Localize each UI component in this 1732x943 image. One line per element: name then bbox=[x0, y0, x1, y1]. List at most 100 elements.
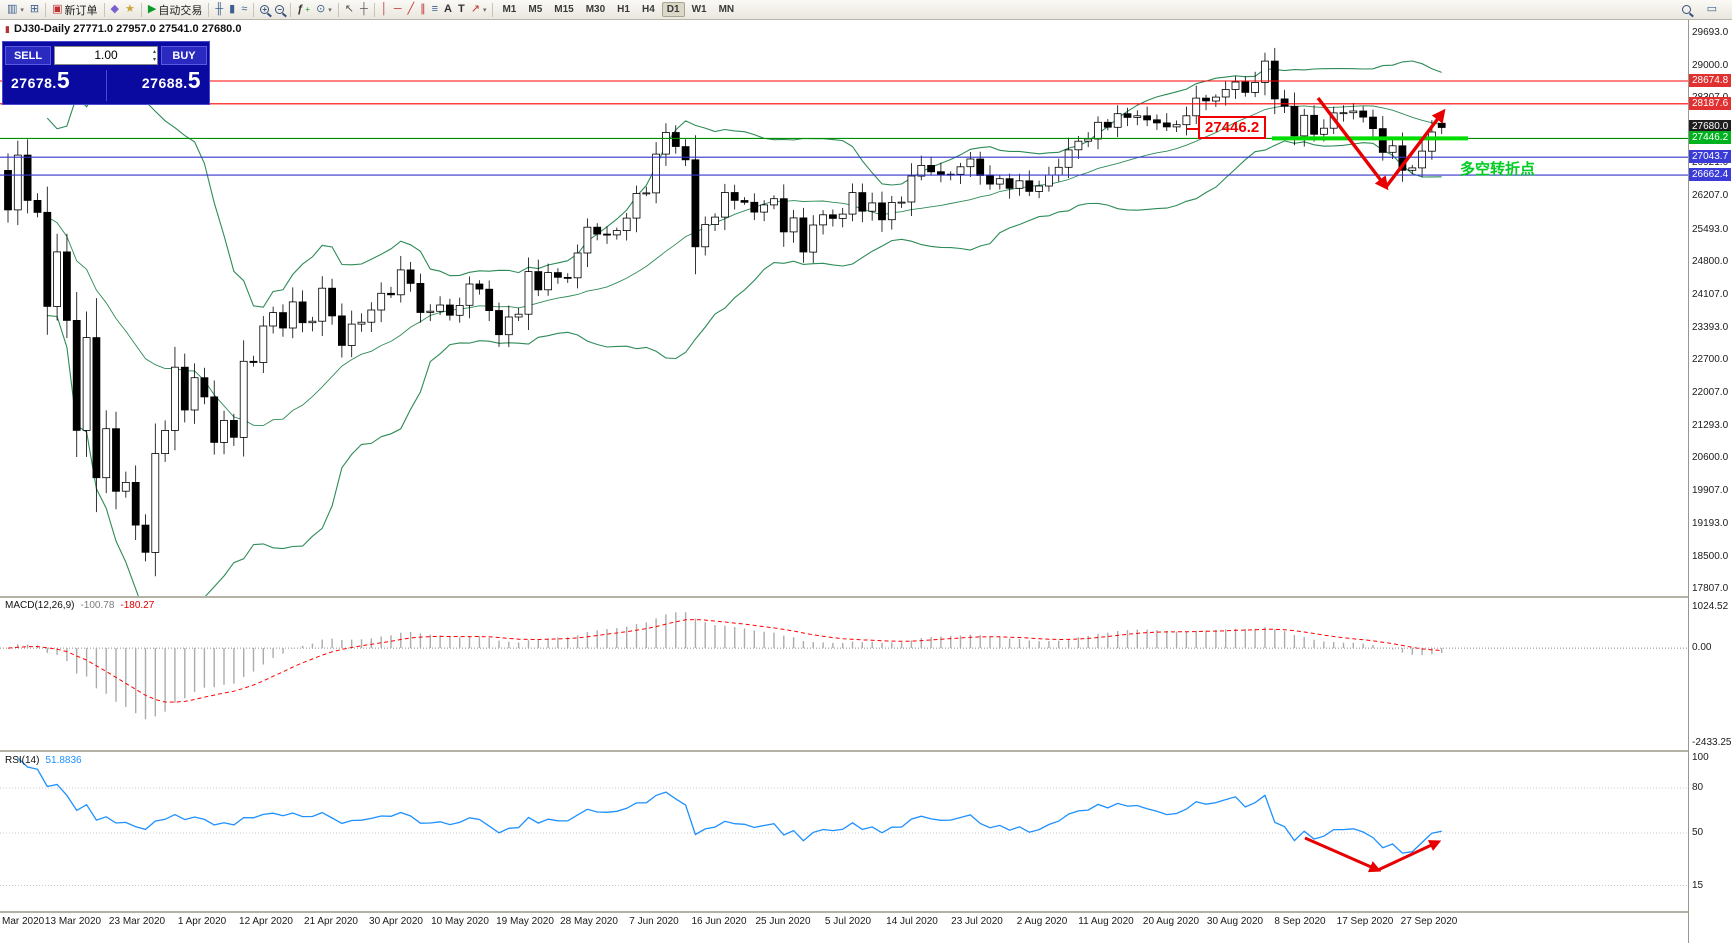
trend-arrow[interactable] bbox=[1304, 836, 1382, 873]
timeframe-button-d1[interactable]: D1 bbox=[661, 2, 685, 17]
zoom-out-button[interactable]: − bbox=[272, 1, 287, 18]
plus-icon: + bbox=[305, 4, 311, 14]
rsi-axis-label: 50 bbox=[1692, 827, 1704, 838]
macd-axis-label: 0.00 bbox=[1692, 642, 1712, 653]
price-tag: 26662.4 bbox=[1689, 168, 1732, 181]
new-chart-icon: ▥ bbox=[7, 3, 18, 15]
periods-button[interactable]: ⊙ ▾ bbox=[313, 1, 335, 18]
price-axis-label: 24800.0 bbox=[1692, 256, 1729, 267]
timeframe-button-m5[interactable]: M5 bbox=[528, 4, 543, 15]
toolbar-separator bbox=[103, 2, 105, 17]
timeframe-button-w1[interactable]: W1 bbox=[691, 4, 707, 15]
toolbar-separator bbox=[492, 2, 494, 17]
bar-chart-button[interactable]: ╫ bbox=[212, 1, 226, 18]
time-axis-label: 27 Sep 2020 bbox=[1400, 916, 1458, 927]
text-tool-icon: A bbox=[444, 3, 452, 15]
text-tool-button[interactable]: A bbox=[441, 1, 455, 18]
panel-separator[interactable] bbox=[0, 750, 1688, 752]
new-order-button[interactable]: ▣ 新订单 bbox=[49, 1, 100, 18]
price-tag: 28674.8 bbox=[1689, 74, 1732, 87]
rsi-axis-label: 80 bbox=[1692, 782, 1704, 793]
time-axis-separator[interactable] bbox=[0, 911, 1688, 913]
ohlc-bars-icon: ╫ bbox=[215, 3, 224, 15]
timeframe-button-m1[interactable]: M1 bbox=[502, 4, 517, 15]
zoom-in-button[interactable]: + bbox=[257, 1, 272, 18]
turning-point-annotation[interactable]: 多空转折点 bbox=[1460, 161, 1536, 178]
panel-separator[interactable] bbox=[0, 596, 1688, 598]
time-axis-label: 30 Apr 2020 bbox=[369, 916, 423, 927]
sell-price: 27678.5 bbox=[11, 67, 71, 93]
trendline-tool-button[interactable]: ╱ bbox=[404, 1, 417, 18]
bollinger-middle bbox=[47, 105, 1442, 427]
arrow-tool-icon: ↗ bbox=[470, 3, 480, 15]
auto-trading-button[interactable]: ▶ 自动交易 bbox=[145, 1, 205, 18]
buy-price: 27688.5 bbox=[141, 67, 201, 93]
volume-spinner[interactable]: ▴ ▾ bbox=[153, 48, 156, 64]
timeframe-button-m30[interactable]: M30 bbox=[585, 4, 606, 15]
sell-button[interactable]: SELL bbox=[5, 45, 51, 65]
main-chart-canvas[interactable] bbox=[0, 20, 1688, 596]
tile-windows-icon: ⊞ bbox=[29, 3, 40, 15]
chat-button[interactable]: ▭ bbox=[1704, 1, 1720, 18]
new-chart-button[interactable]: ▥ ▾ bbox=[4, 1, 27, 18]
zoom-in-icon: + bbox=[260, 5, 270, 14]
rsi-axis-label: 15 bbox=[1692, 880, 1704, 891]
macd-histogram bbox=[17, 612, 1443, 720]
fibonacci-tool-button[interactable]: ≡ bbox=[429, 1, 441, 18]
price-axis-label: 18500.0 bbox=[1692, 551, 1729, 562]
timeframe-button-h4[interactable]: H4 bbox=[641, 4, 655, 15]
volume-input[interactable]: 1.00 ▴ ▾ bbox=[54, 45, 158, 65]
rsi-line bbox=[17, 757, 1442, 854]
new-order-label: 新订单 bbox=[64, 4, 98, 17]
candlestick-series bbox=[4, 47, 1446, 577]
chevron-down-icon: ▾ bbox=[328, 6, 332, 14]
buy-button[interactable]: BUY bbox=[161, 45, 207, 65]
channel-tool-button[interactable]: ∥ bbox=[417, 1, 429, 18]
vertical-line-tool-button[interactable]: │ bbox=[378, 1, 391, 18]
candles-icon: ▮ bbox=[229, 3, 236, 15]
price-tag: 27680.0 bbox=[1689, 120, 1732, 133]
trend-arrow[interactable] bbox=[1316, 96, 1389, 191]
new-order-icon: ▣ bbox=[52, 3, 63, 15]
price-level-callout[interactable]: 27446.2 bbox=[1187, 116, 1267, 139]
price-axis-label: 24107.0 bbox=[1692, 289, 1729, 300]
timeframe-button-mn[interactable]: MN bbox=[718, 4, 735, 15]
time-axis-label: 7 Jun 2020 bbox=[629, 916, 679, 927]
price-axis[interactable] bbox=[1688, 20, 1689, 943]
crosshair-icon: ┼ bbox=[360, 3, 368, 15]
timeframe-button-h1[interactable]: H1 bbox=[617, 4, 630, 15]
spinner-up-icon[interactable]: ▴ bbox=[152, 48, 156, 55]
vertical-line-icon: │ bbox=[380, 3, 388, 15]
label-tool-button[interactable]: T bbox=[455, 1, 468, 18]
rsi-panel-canvas[interactable] bbox=[0, 752, 1688, 912]
line-chart-button[interactable]: ≈ bbox=[238, 1, 250, 18]
price-axis-label: 29000.0 bbox=[1692, 60, 1729, 71]
toolbar-separator bbox=[290, 2, 292, 17]
price-tag: 28187.6 bbox=[1689, 97, 1732, 110]
timeframe-button-m15[interactable]: M15 bbox=[554, 4, 574, 15]
horizontal-line-icon: ─ bbox=[393, 3, 402, 15]
crosshair-tool-button[interactable]: ┼ bbox=[357, 1, 371, 18]
arrows-tool-button[interactable]: ↗ ▾ bbox=[468, 1, 490, 18]
time-axis-label: 23 Mar 2020 bbox=[108, 916, 166, 927]
toolbar-separator bbox=[45, 2, 47, 17]
horizontal-line-tool-button[interactable]: ─ bbox=[391, 1, 405, 18]
time-axis-label: 19 May 2020 bbox=[496, 916, 554, 927]
market-watch-button[interactable]: ◆ bbox=[108, 1, 122, 18]
trend-arrow[interactable] bbox=[1377, 840, 1442, 872]
search-button[interactable] bbox=[1679, 1, 1694, 18]
auto-trading-label: 自动交易 bbox=[158, 4, 203, 17]
indicators-icon: ƒ bbox=[297, 3, 304, 15]
tile-windows-button[interactable]: ⊞ bbox=[27, 1, 42, 18]
indicators-button[interactable]: ƒ + bbox=[294, 1, 313, 18]
candlestick-chart-button[interactable]: ▮ bbox=[226, 1, 238, 18]
spinner-down-icon[interactable]: ▾ bbox=[152, 56, 156, 63]
price-axis-label: 22700.0 bbox=[1692, 354, 1729, 365]
macd-panel-canvas[interactable] bbox=[0, 598, 1688, 750]
favorites-button[interactable]: ★ bbox=[122, 1, 138, 18]
rsi-axis-label: 100 bbox=[1692, 752, 1709, 763]
trend-arrow[interactable] bbox=[1384, 108, 1446, 189]
cursor-tool-button[interactable]: ↖ bbox=[342, 1, 357, 18]
time-axis-label: 5 Jul 2020 bbox=[824, 916, 872, 927]
